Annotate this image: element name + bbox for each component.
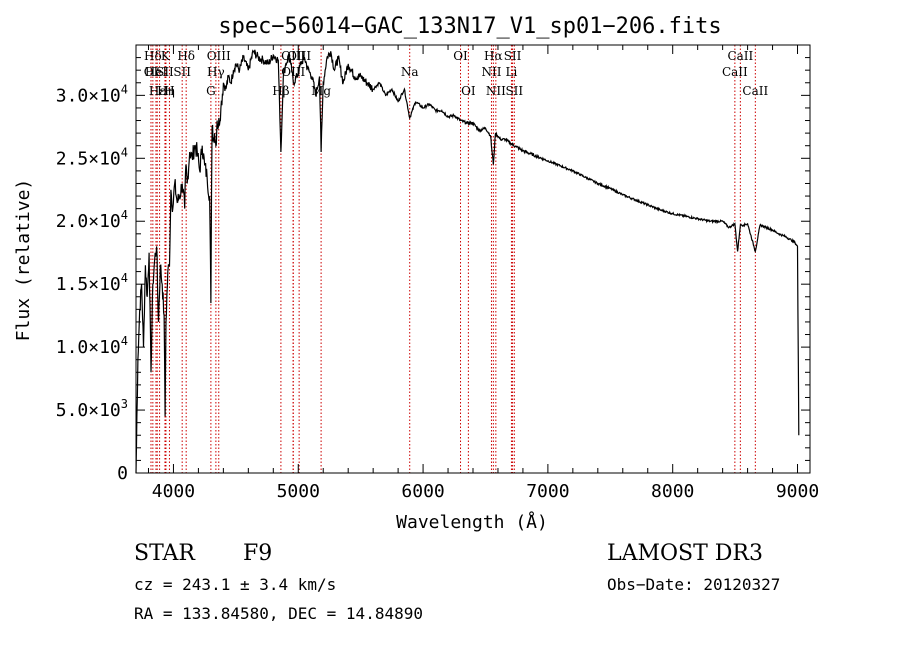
line-label: G — [206, 84, 216, 98]
x-tick-label: 5000 — [277, 481, 320, 502]
coordinates-text: RA = 133.84580, DEC = 14.84890 — [134, 604, 423, 623]
plot-frame — [135, 44, 811, 474]
line-label: SII — [156, 65, 174, 79]
object-subclass: F9 — [243, 541, 272, 566]
line-label: Na — [401, 65, 419, 79]
line-label: Hα — [484, 49, 503, 63]
x-tick-label: 9000 — [776, 481, 819, 502]
line-label: SII — [173, 65, 191, 79]
line-label: SII — [504, 49, 522, 63]
y-tick-label: 1.5×104 — [56, 271, 128, 295]
y-tick-label: 2.5×104 — [56, 145, 128, 169]
y-tick-label: 5.0×103 — [56, 397, 128, 421]
line-label: NII — [481, 65, 501, 79]
line-label: Hη — [157, 84, 175, 98]
survey-name: LAMOST DR3 — [607, 541, 763, 566]
y-tick-label: 3.0×104 — [56, 82, 128, 106]
spectrum-line — [135, 49, 800, 474]
x-tick-label: 8000 — [651, 481, 694, 502]
line-label: CaII — [722, 65, 748, 79]
y-tick-label: 0 — [117, 463, 128, 484]
line-label: CaII — [727, 49, 753, 63]
line-label: Hε — [149, 84, 166, 98]
redshift-text: cz = 243.1 ± 3.4 km/s — [134, 575, 336, 594]
line-label: CaII — [742, 84, 768, 98]
chart-title: spec−56014−GAC_133N17_V1_sp01−206.fits — [218, 14, 721, 39]
line-label: Li — [506, 65, 518, 79]
line-label: Hγ — [207, 65, 225, 79]
x-tick-label: 7000 — [526, 481, 569, 502]
line-label: OI — [453, 49, 468, 63]
line-label: K — [161, 49, 171, 63]
line-label: Hδ — [144, 49, 162, 63]
line-label: HeI — [145, 65, 168, 79]
emission-line-labels: OⅠHδHeIHεKSIIHηHSIIHδGHγOIIIHβOIIIOIIIOI… — [144, 49, 769, 98]
y-axis-label: Flux (relative) — [13, 179, 34, 342]
line-label: OI — [461, 84, 476, 98]
y-axis-ticks: 0 5.0×103 1.0×104 1.5×104 2.0×104 2.5×104 3.0×… — [56, 57, 810, 484]
line-label: SII — [505, 84, 523, 98]
line-label: H — [164, 84, 174, 98]
y-tick-label: 1.0×104 — [56, 334, 128, 358]
line-label: OIII — [207, 49, 231, 63]
emission-line-markers — [150, 45, 756, 473]
x-tick-label: 6000 — [401, 481, 444, 502]
y-tick-label: 2.0×104 — [56, 208, 128, 232]
object-class: STAR — [134, 541, 196, 566]
line-label: Hβ — [272, 84, 289, 98]
x-tick-label: 4000 — [152, 481, 195, 502]
line-label: Hδ — [177, 49, 195, 63]
x-axis-ticks: 4000 5000 6000 7000 8000 9000 — [147, 45, 819, 502]
x-axis-label: Wavelength (Å) — [396, 511, 548, 533]
observation-date: Obs−Date: 20120327 — [607, 575, 780, 594]
line-label: NII — [486, 84, 506, 98]
line-label: OⅠ — [144, 65, 159, 79]
